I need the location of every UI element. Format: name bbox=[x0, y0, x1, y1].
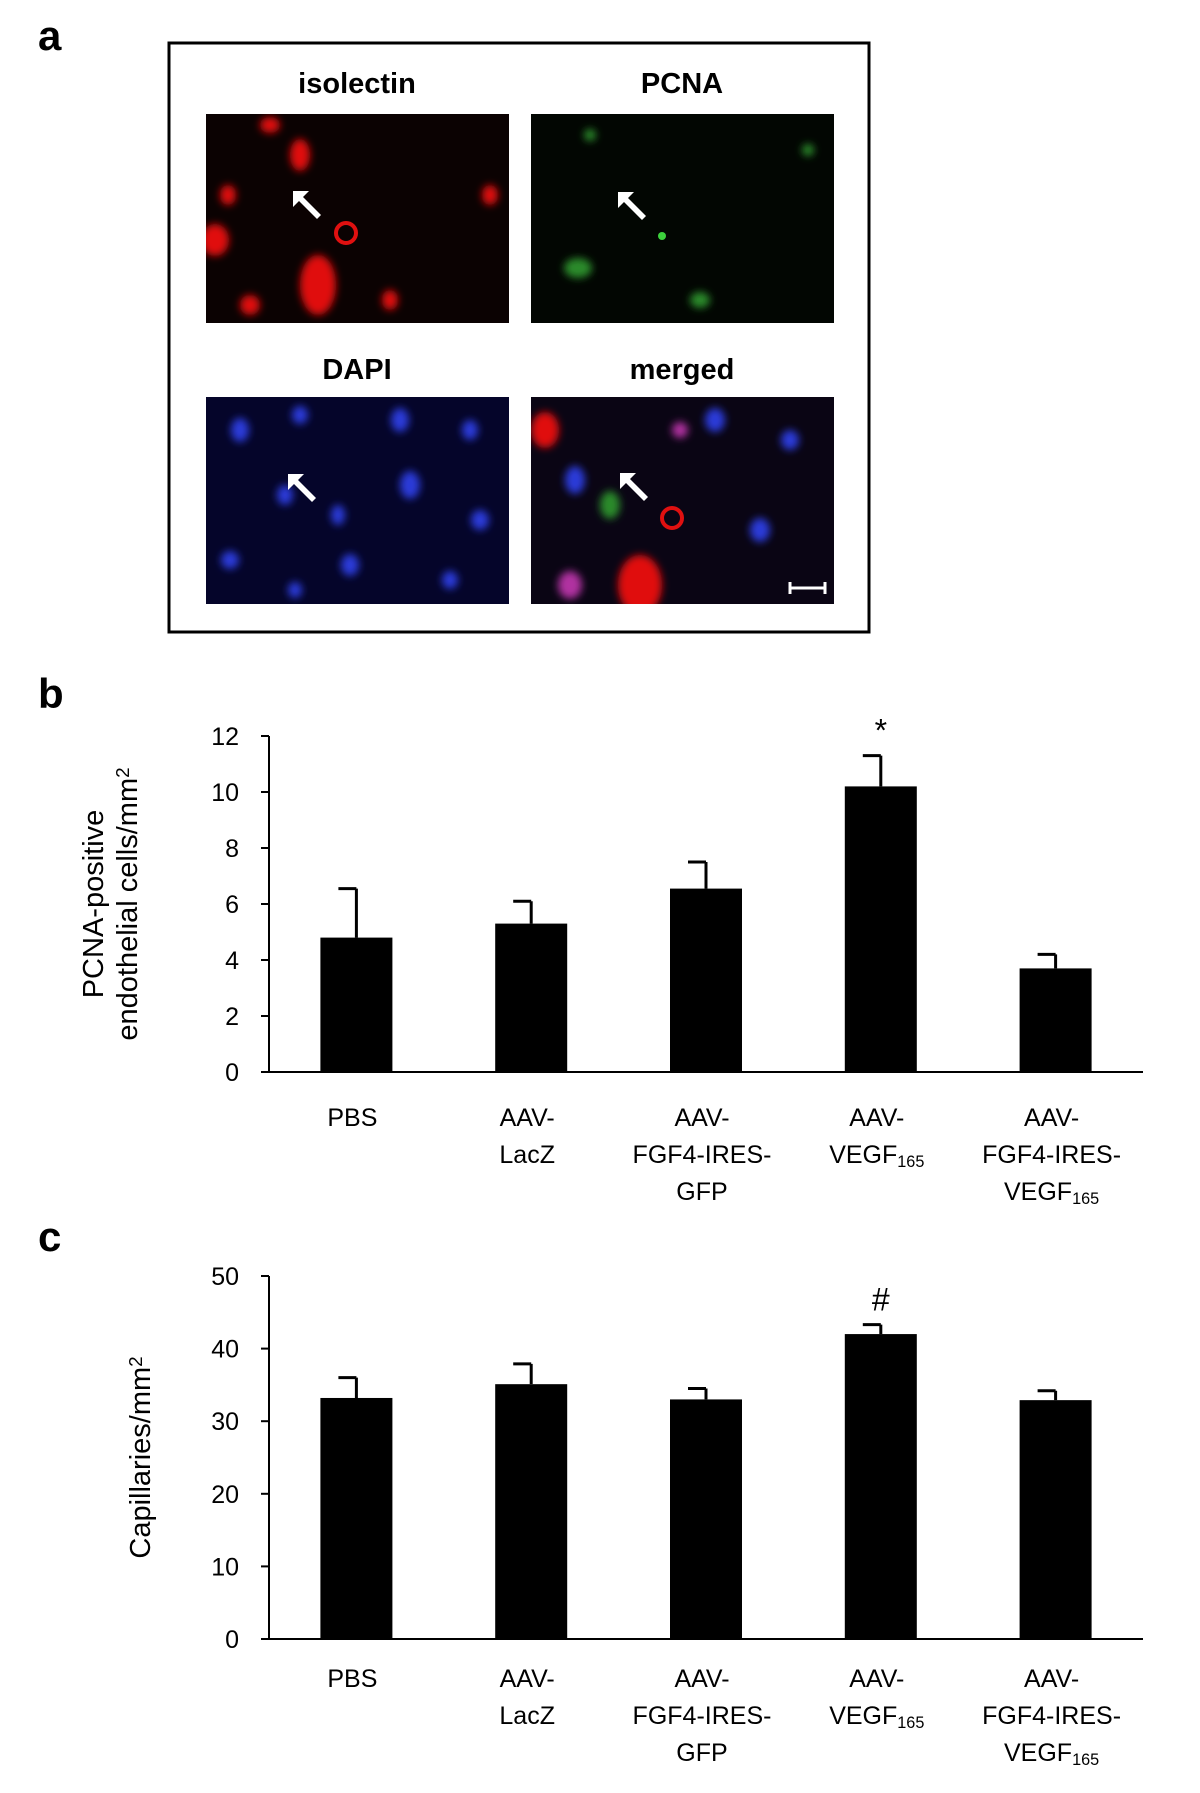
panel-label: a bbox=[38, 12, 62, 59]
y-tick-label: 20 bbox=[211, 1481, 239, 1509]
error-bar bbox=[862, 754, 883, 787]
image-title: PCNA bbox=[641, 68, 723, 100]
bar bbox=[495, 1384, 568, 1639]
x-tick-label: AAV-FGF4-IRES-VEGF165 bbox=[982, 1665, 1121, 1769]
image-title: isolectin bbox=[298, 68, 416, 100]
bar bbox=[495, 923, 568, 1072]
y-tick-label: 4 bbox=[225, 947, 239, 975]
error-bar bbox=[688, 1387, 708, 1400]
image-title: DAPI bbox=[322, 354, 391, 386]
x-tick-label: AAV-LacZ bbox=[499, 1104, 555, 1169]
x-tick-label: AAV-VEGF165 bbox=[829, 1665, 924, 1732]
x-tick-label: PBS bbox=[327, 1104, 377, 1132]
error-bar bbox=[1037, 1389, 1058, 1401]
error-bar bbox=[1037, 952, 1058, 969]
image-title: merged bbox=[630, 354, 735, 386]
x-tick-label: AAV-VEGF165 bbox=[829, 1104, 924, 1171]
error-bar bbox=[338, 1376, 358, 1398]
error-bar bbox=[688, 860, 708, 889]
y-tick-label: 0 bbox=[225, 1626, 239, 1654]
bar bbox=[1019, 968, 1092, 1072]
micrograph-merged bbox=[531, 397, 834, 604]
error-bar bbox=[862, 1323, 883, 1335]
micrograph-isolectin bbox=[206, 114, 509, 323]
x-tick-label: AAV-LacZ bbox=[499, 1665, 555, 1730]
x-tick-label: AAV-FGF4-IRES-GFP bbox=[633, 1104, 772, 1206]
y-axis-label: Capillaries/mm2 bbox=[125, 1356, 157, 1558]
x-tick-label: AAV-FGF4-IRES-GFP bbox=[633, 1665, 772, 1767]
significance-mark: # bbox=[872, 1282, 890, 1318]
y-tick-label: 10 bbox=[211, 779, 239, 807]
x-tick-label: PBS bbox=[327, 1665, 377, 1693]
bar bbox=[844, 786, 917, 1072]
y-tick-label: 10 bbox=[211, 1553, 239, 1581]
x-tick-label: AAV-FGF4-IRES-VEGF165 bbox=[982, 1104, 1121, 1208]
y-tick-label: 50 bbox=[211, 1263, 239, 1291]
bar bbox=[844, 1334, 917, 1639]
significance-mark: * bbox=[875, 713, 887, 749]
micrograph-dapi bbox=[206, 397, 509, 604]
bar bbox=[320, 937, 393, 1072]
y-tick-label: 0 bbox=[225, 1059, 239, 1087]
y-tick-label: 2 bbox=[225, 1003, 239, 1031]
error-bar bbox=[513, 899, 533, 924]
panel-label: c bbox=[38, 1213, 61, 1260]
bar bbox=[1019, 1400, 1092, 1639]
panel-label: b bbox=[38, 670, 64, 717]
micrograph-pcna bbox=[531, 114, 834, 323]
y-tick-label: 30 bbox=[211, 1408, 239, 1436]
y-tick-label: 8 bbox=[225, 835, 239, 863]
y-tick-label: 6 bbox=[225, 891, 239, 919]
y-axis-label: PCNA-positiveendothelial cells/mm2 bbox=[78, 767, 144, 1040]
y-tick-label: 40 bbox=[211, 1336, 239, 1364]
bar bbox=[670, 888, 742, 1072]
image-frame bbox=[167, 41, 871, 634]
error-bar bbox=[513, 1362, 533, 1385]
y-tick-label: 12 bbox=[211, 723, 239, 751]
error-bar bbox=[338, 887, 358, 938]
bar bbox=[320, 1397, 393, 1639]
bar bbox=[670, 1399, 742, 1639]
